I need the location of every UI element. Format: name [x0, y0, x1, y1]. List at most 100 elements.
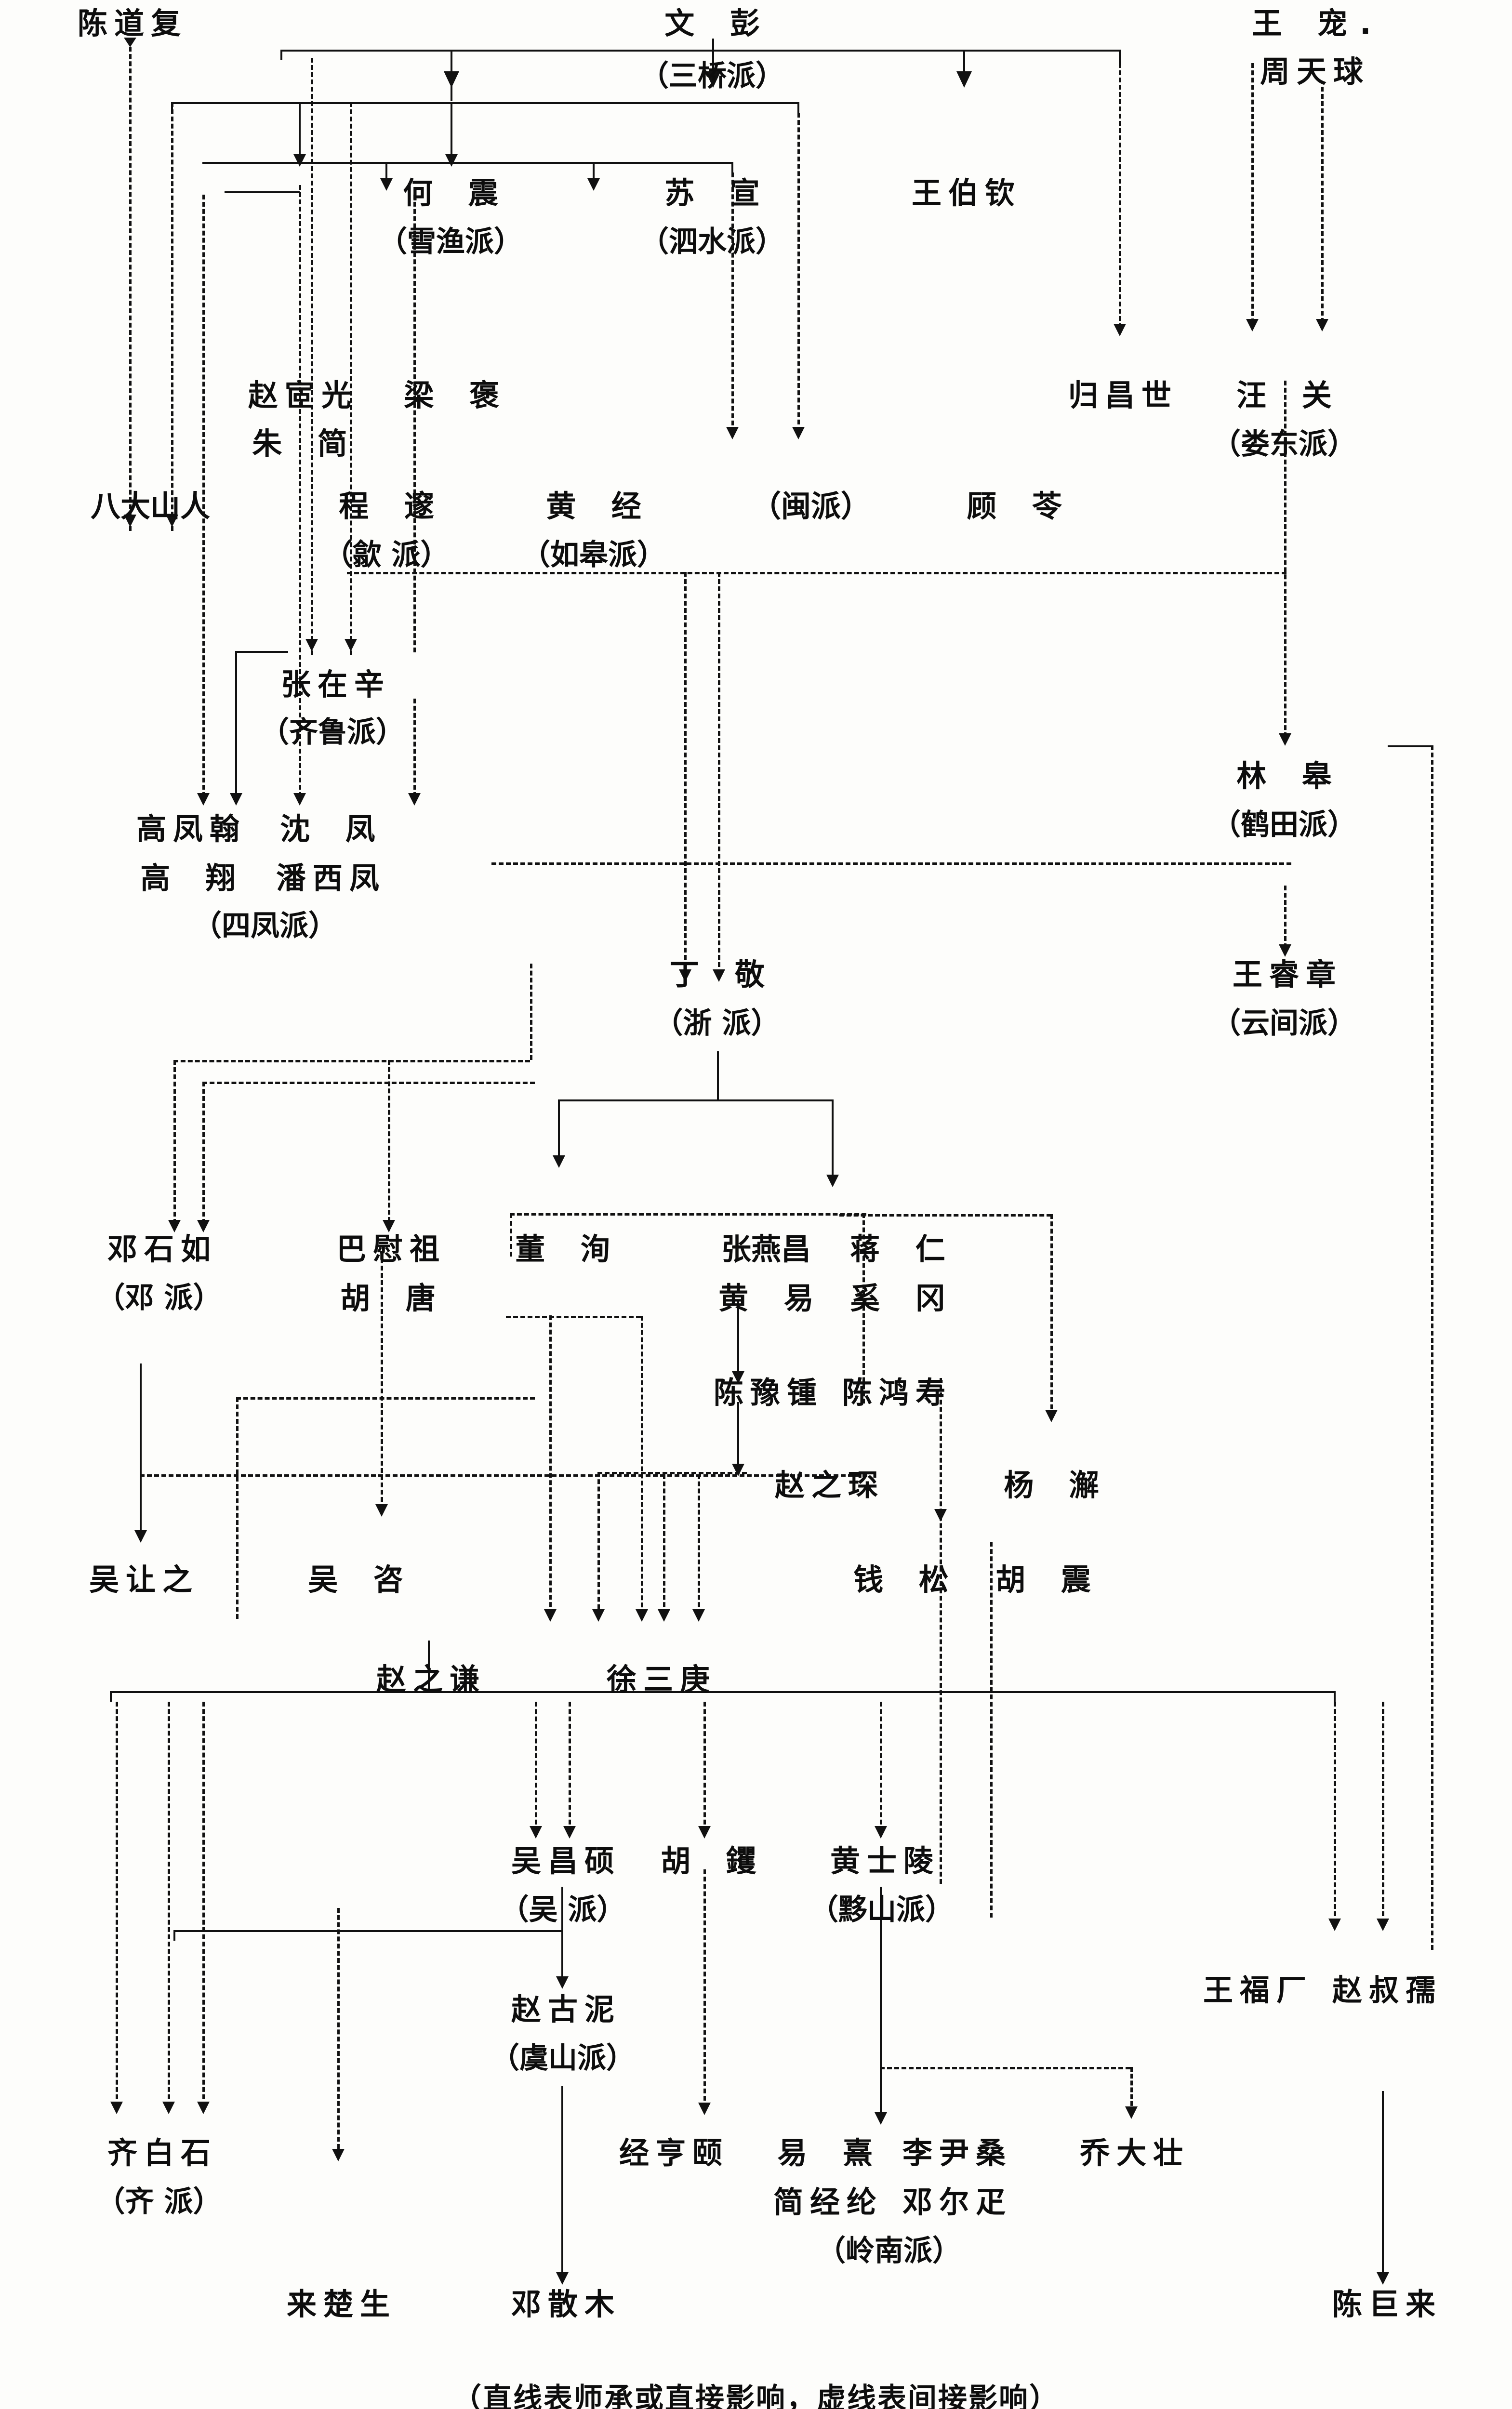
edge-solid-bus — [202, 162, 732, 164]
node-xi-gang[interactable]: 奚 冈 — [850, 1281, 958, 1316]
node-liang-bao[interactable]: 梁 褒 — [404, 378, 512, 413]
edge-dashed — [718, 572, 720, 974]
node-ding-jing[interactable]: 丁 敬 — [669, 957, 777, 992]
node-chen-daofu[interactable]: 陈道复 — [77, 6, 188, 41]
node-huang-yi[interactable]: 黄 易 — [718, 1281, 826, 1316]
arrow-head — [792, 427, 805, 439]
node-zhao-zhiqian[interactable]: 赵之谦 — [376, 1662, 487, 1697]
node-zhao-zhichen[interactable]: 赵之琛 — [774, 1468, 885, 1503]
node-wang-guan[interactable]: 汪 关 — [1236, 378, 1344, 413]
arrow-head — [345, 639, 357, 651]
node-zhao-guni[interactable]: 赵古泥 — [511, 1992, 622, 2027]
edge-dashed — [1382, 1702, 1384, 1923]
node-dong-xun[interactable]: 董 洵 — [515, 1231, 623, 1267]
node-cheng-sui[interactable]: 程 邃 — [339, 489, 447, 524]
edge-dashed — [171, 102, 173, 531]
node-wu-rangzhi[interactable]: 吴让之 — [89, 1562, 199, 1597]
node-huang-shiling-school: （黟山派） — [809, 1893, 954, 1927]
node-lai-chusheng[interactable]: 来楚生 — [286, 2287, 397, 2322]
edge-dashed — [506, 1316, 641, 1318]
node-chen-yuzhong[interactable]: 陈豫锺 — [713, 1375, 824, 1410]
edge-dashed — [116, 1702, 118, 2106]
node-wen-peng[interactable]: 文 彭 — [664, 6, 772, 41]
node-zhao-huanguang[interactable]: 赵宧光 — [248, 378, 358, 413]
node-deng-sanmu[interactable]: 邓散木 — [511, 2287, 622, 2322]
node-hu-tang[interactable]: 胡 唐 — [340, 1281, 448, 1316]
node-chen-hongshou[interactable]: 陈鸿寿 — [842, 1375, 953, 1410]
node-wang-boqin[interactable]: 王伯钦 — [911, 175, 1022, 211]
node-gao-xiang[interactable]: 高 翔 — [140, 860, 248, 896]
node-gui-changshi[interactable]: 归昌世 — [1068, 378, 1179, 413]
node-jian-jinglun[interactable]: 简经纶 — [773, 2184, 884, 2220]
edge-solid — [593, 162, 595, 180]
node-huang-shiling[interactable]: 黄士陵 — [830, 1843, 941, 1879]
node-zhao-shuru[interactable]: 赵叔孺 — [1332, 1972, 1443, 2008]
node-xu-sangeng[interactable]: 徐三庚 — [606, 1662, 717, 1697]
node-hu-zhen[interactable]: 胡 震 — [995, 1562, 1103, 1597]
node-zhou-tianqiu[interactable]: 周天球 — [1260, 54, 1370, 89]
edge-dashed — [236, 1397, 239, 1619]
node-jiang-ren[interactable]: 蒋 仁 — [850, 1231, 958, 1267]
edge-dashed — [797, 113, 800, 432]
node-lin-gao[interactable]: 林 皋 — [1236, 758, 1344, 794]
edge-solid — [797, 102, 799, 113]
arrow-head — [293, 793, 306, 806]
edge-dashed — [202, 1702, 205, 2106]
node-hu-jue[interactable]: 胡 钁 — [661, 1843, 769, 1879]
node-wang-fuan[interactable]: 王福厂 — [1203, 1972, 1313, 2008]
arrow-head — [875, 1826, 887, 1839]
node-wu-changshuo[interactable]: 吴昌硕 — [511, 1843, 622, 1879]
node-sifeng-pai: （四凤派） — [193, 909, 337, 943]
edge-solid — [737, 1402, 739, 1466]
node-yi-xi[interactable]: 易 熹 — [777, 2135, 885, 2171]
node-su-xuan[interactable]: 苏 宣 — [664, 175, 772, 211]
edge-solid — [963, 50, 965, 73]
node-zhang-yanchang[interactable]: 张燕昌 — [721, 1231, 811, 1267]
node-lingnan-pai: （岭南派） — [817, 2234, 961, 2268]
edge-dashed — [381, 1258, 383, 1509]
node-lin-gao-school: （鹤田派） — [1212, 808, 1356, 842]
node-deng-shiru[interactable]: 邓石如 — [107, 1231, 218, 1267]
node-ding-jing-school: （浙 派） — [654, 1006, 780, 1040]
arrow-head — [1377, 1919, 1389, 1931]
node-bada-shanren[interactable]: 八大山人 — [90, 489, 211, 524]
arrow-head — [305, 639, 318, 651]
edge-solid-short — [235, 651, 288, 653]
node-deng-shiru-school: （邓 派） — [96, 1281, 222, 1315]
node-he-zhen[interactable]: 何 震 — [403, 175, 511, 211]
edge-solid — [428, 1641, 430, 1693]
arrow-head — [380, 178, 393, 191]
node-gu-ling[interactable]: 顾 苓 — [967, 489, 1074, 524]
edge-dashed — [202, 1082, 535, 1084]
node-yang-xie[interactable]: 杨 澥 — [1004, 1468, 1112, 1503]
node-wu-zi[interactable]: 吴 咨 — [308, 1562, 416, 1597]
node-wang-ruizhang[interactable]: 王睿章 — [1232, 957, 1343, 992]
arrow-head — [332, 2149, 345, 2161]
node-li-yinsang[interactable]: 李尹桑 — [902, 2135, 1013, 2171]
arrow-head — [587, 178, 600, 191]
node-zhang-zaixin[interactable]: 张在辛 — [280, 667, 391, 702]
node-gao-fenghan[interactable]: 高凤翰 — [136, 811, 247, 847]
arrow-head — [826, 1175, 839, 1187]
node-shen-feng[interactable]: 沈 凤 — [280, 811, 388, 847]
arrow-head — [1279, 733, 1291, 746]
edge-solid — [832, 1099, 834, 1177]
node-deng-erya[interactable]: 邓尔疋 — [902, 2184, 1013, 2220]
node-zhu-jian[interactable]: 朱 简 — [252, 426, 360, 461]
node-qian-song[interactable]: 钱 松 — [853, 1562, 961, 1597]
node-pan-xifeng[interactable]: 潘西凤 — [276, 860, 386, 896]
node-jing-hengyi[interactable]: 经亨颐 — [619, 2135, 729, 2171]
arrow-head — [698, 1826, 711, 1839]
node-ba-weizu[interactable]: 巴慰祖 — [336, 1231, 447, 1267]
node-chen-julai[interactable]: 陈巨来 — [1332, 2287, 1443, 2322]
edge-dashed — [1251, 63, 1254, 323]
arrow-head — [124, 515, 136, 527]
node-wang-chong[interactable]: 王 宠. — [1252, 6, 1384, 41]
arrow-head — [934, 1509, 947, 1522]
node-huang-jing[interactable]: 黄 经 — [546, 489, 654, 524]
edge-solid — [561, 1887, 563, 1931]
node-qi-baishi[interactable]: 齐白石 — [107, 2135, 218, 2171]
node-qiao-dazhuang[interactable]: 乔大壮 — [1079, 2135, 1190, 2171]
arrow-head — [636, 1609, 648, 1622]
